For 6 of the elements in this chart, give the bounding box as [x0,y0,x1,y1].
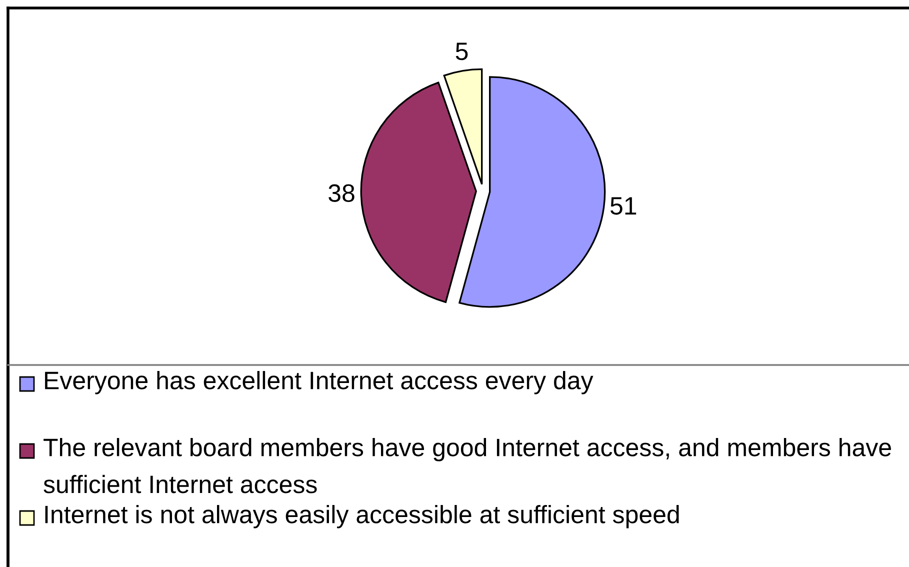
legend-label: Internet is not always easily accessible at sufficient speed [45,505,679,528]
data-label: 5 [456,42,468,60]
data-label: 38 [328,184,354,202]
data-label: 51 [610,197,636,215]
legend-label: The relevant board members have good Internet access, and members have sufficient Internet access [44,438,891,494]
legend-label: Everyone has excellent Internet access every day [45,371,594,394]
